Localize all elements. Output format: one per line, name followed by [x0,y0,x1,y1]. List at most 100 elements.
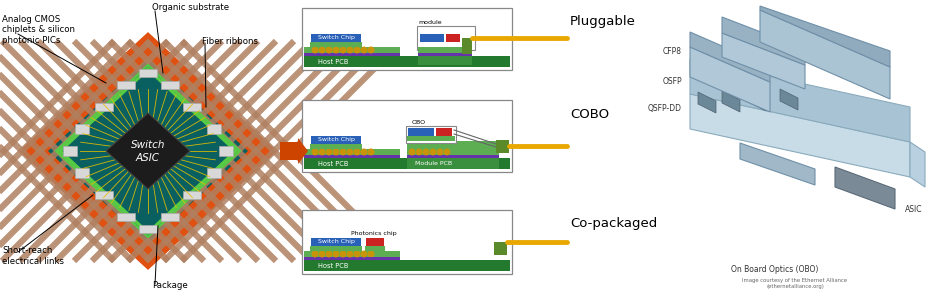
Circle shape [369,251,374,257]
Text: QSFP-DD: QSFP-DD [648,104,682,114]
Text: Host PCB: Host PCB [318,59,348,65]
Circle shape [341,47,346,53]
Circle shape [341,251,346,257]
Polygon shape [690,94,910,177]
Text: module: module [418,20,441,25]
Text: OSFP: OSFP [662,78,682,86]
Polygon shape [698,92,716,113]
Bar [310,246,362,251]
Bar [207,168,221,178]
Text: ASIC: ASIC [136,153,160,163]
Polygon shape [740,143,815,185]
Text: Organic substrate: Organic substrate [152,4,230,12]
Circle shape [333,47,339,53]
Circle shape [319,149,325,155]
Text: OBO: OBO [412,120,426,125]
Polygon shape [690,32,770,82]
Text: Pluggable: Pluggable [570,15,636,28]
Text: Switch Chip: Switch Chip [317,239,355,245]
Text: CFP8: CFP8 [663,47,682,56]
Bar [304,158,510,169]
Bar [446,34,460,42]
Bar [95,103,113,111]
Bar [302,8,512,70]
Bar [139,69,157,77]
Text: Switch: Switch [131,140,165,150]
Circle shape [341,149,346,155]
Bar [304,149,400,155]
Text: Short-reach
electrical links: Short-reach electrical links [2,246,64,266]
Text: On Board Optics (OBO): On Board Optics (OBO) [731,265,818,274]
Circle shape [313,47,318,53]
Bar [139,225,157,233]
Circle shape [327,149,332,155]
Bar [183,103,201,111]
FancyArrow shape [280,138,308,164]
Circle shape [313,149,318,155]
Polygon shape [20,33,276,269]
Bar [310,144,362,149]
Polygon shape [760,10,890,99]
Circle shape [410,149,415,155]
Polygon shape [60,69,236,233]
Bar [417,26,475,50]
Circle shape [355,149,360,155]
Bar [219,146,233,156]
Circle shape [355,251,360,257]
Bar [302,100,512,172]
Bar [407,155,499,158]
Circle shape [438,149,443,155]
Bar [117,81,135,89]
Circle shape [313,251,318,257]
Bar [436,128,452,136]
Bar [311,136,361,144]
Circle shape [430,149,436,155]
Bar [408,128,434,136]
Polygon shape [780,89,798,110]
Circle shape [347,149,353,155]
Polygon shape [690,47,770,112]
Circle shape [327,47,332,53]
Bar [365,257,389,260]
Circle shape [333,149,339,155]
Bar [304,47,400,53]
Text: Switch Chip: Switch Chip [317,36,355,40]
Bar [183,191,201,199]
Bar [407,141,499,155]
Text: Package: Package [152,281,188,291]
Bar [406,126,456,143]
Text: Photonics chip: Photonics chip [351,231,397,236]
Circle shape [361,251,367,257]
Circle shape [444,149,450,155]
Circle shape [369,149,374,155]
Text: Host PCB: Host PCB [318,262,348,268]
Polygon shape [835,167,895,209]
Bar [418,53,472,56]
Bar [304,56,510,67]
Text: Module PCB: Module PCB [415,161,453,166]
Bar [302,210,512,274]
Circle shape [347,251,353,257]
Bar [311,34,361,42]
Circle shape [347,47,353,53]
Polygon shape [722,17,805,65]
Polygon shape [722,33,805,89]
Bar [311,238,361,246]
Bar [75,124,89,134]
Circle shape [355,47,360,53]
Bar [494,242,507,255]
Text: Image courtesy of the Ethernet Alliance
(ethernetalliance.org): Image courtesy of the Ethernet Alliance … [743,278,847,289]
Bar [304,53,400,56]
Polygon shape [748,90,766,111]
Polygon shape [48,59,248,243]
Bar [310,42,362,47]
Text: Analog CMOS
chiplets & silicon
photonic PICs: Analog CMOS chiplets & silicon photonic … [2,15,75,45]
Circle shape [319,47,325,53]
Bar [496,140,509,153]
Text: Co-packaged: Co-packaged [570,217,657,230]
Bar [407,158,499,169]
Text: Host PCB: Host PCB [318,160,348,166]
Bar [304,251,400,257]
Text: Switch Chip: Switch Chip [317,137,355,143]
Bar [117,213,135,221]
